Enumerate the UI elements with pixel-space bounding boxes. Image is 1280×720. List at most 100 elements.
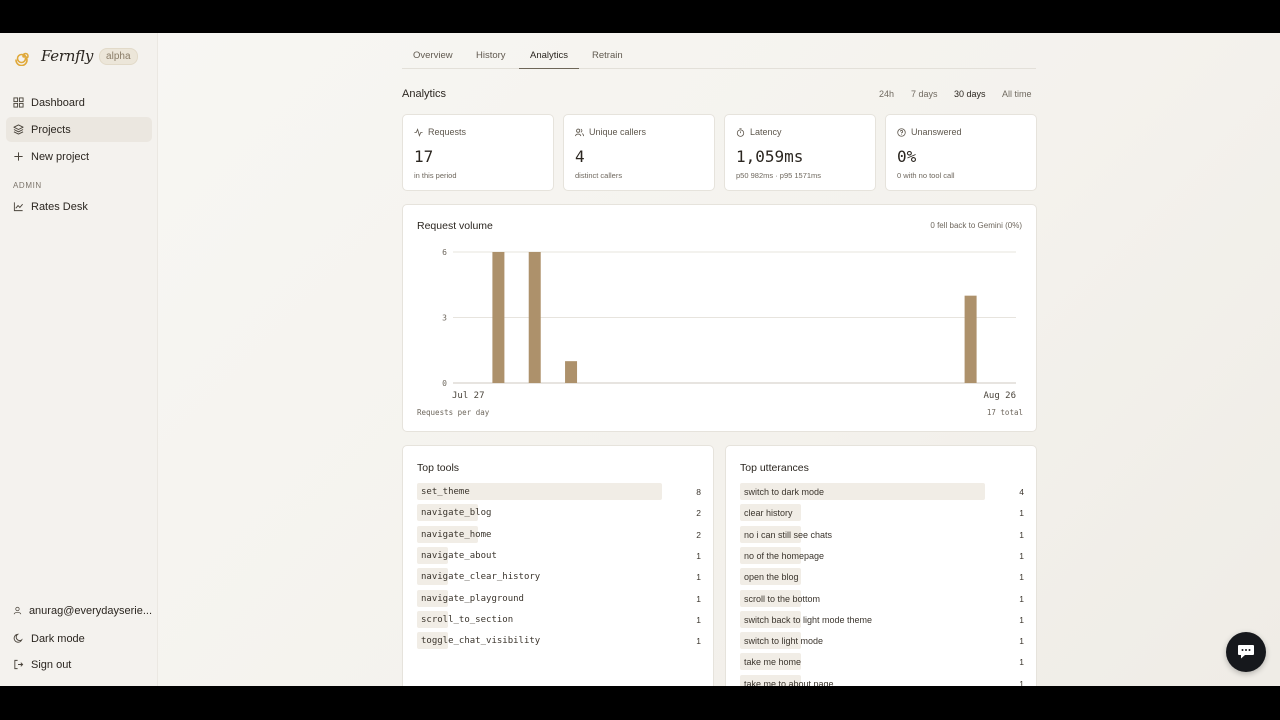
list-item[interactable]: toggle_chat_visibility 1 <box>417 632 701 650</box>
list-item[interactable]: take me home 1 <box>740 653 1024 671</box>
list-item-count: 1 <box>696 636 701 647</box>
y-tick-label: 6 <box>442 248 447 257</box>
count-bar <box>740 653 802 671</box>
chart-total: 17 total <box>987 408 1023 417</box>
activity-icon <box>414 127 423 137</box>
list-item[interactable]: switch back to light mode theme 1 <box>740 610 1024 628</box>
sidebar-item-rates-desk[interactable]: Rates Desk <box>6 194 152 219</box>
list-item[interactable]: switch to dark mode 4 <box>740 483 1024 500</box>
list-item[interactable]: clear history 1 <box>740 504 1024 522</box>
list-item-count: 1 <box>1019 593 1024 604</box>
list-item-label: no of the homepage <box>744 550 825 561</box>
sign-out-button[interactable]: Sign out <box>6 652 152 677</box>
help-circle-icon <box>897 127 906 137</box>
x-tick-label-start: Jul 27 <box>452 391 485 401</box>
spiral-logo-icon <box>15 52 29 66</box>
list-item-count: 1 <box>1019 550 1024 561</box>
sign-out-icon <box>14 659 24 670</box>
request-volume-title: Request volume <box>417 220 493 232</box>
list-item-count: 4 <box>1019 487 1024 497</box>
list-item-count: 8 <box>696 487 701 497</box>
brand[interactable]: Fernfly alpha <box>14 46 138 66</box>
list-item-label: switch to dark mode <box>744 487 825 497</box>
list-item[interactable]: navigate_about 1 <box>417 546 701 564</box>
count-bar <box>740 546 802 564</box>
list-item[interactable]: switch to light mode 1 <box>740 632 1024 650</box>
list-item-count: 2 <box>696 529 701 540</box>
stat-card-requests: Requests 17 in this period <box>402 114 554 191</box>
list-item-label: navigate_playground <box>421 593 524 604</box>
user-email: anurag@everydayserie... <box>28 604 152 617</box>
list-item-label: switch to light mode <box>744 636 824 647</box>
bar-jul-31 <box>528 252 541 383</box>
range-7-days[interactable]: 7 days <box>911 89 938 99</box>
stat-subtext: p50 982ms · p95 1571ms <box>736 171 822 180</box>
list-item-label: no i can still see chats <box>744 529 833 540</box>
list-item-count: 1 <box>1019 529 1024 540</box>
list-item[interactable]: take me to about page 1 <box>740 674 1024 686</box>
stat-value: 4 <box>575 147 585 166</box>
list-item[interactable]: set_theme 8 <box>417 483 701 500</box>
project-tabs: Overview History Analytics Retrain <box>402 43 1036 69</box>
tab-history[interactable]: History <box>476 50 506 61</box>
list-item[interactable]: open the blog 1 <box>740 568 1024 586</box>
range-all-time[interactable]: All time <box>1002 89 1032 99</box>
list-item[interactable]: navigate_clear_history 1 <box>417 568 701 586</box>
chat-launcher-button[interactable] <box>1226 632 1266 672</box>
sidebar-item-dashboard[interactable]: Dashboard <box>6 90 152 115</box>
stat-label: Requests <box>428 127 467 137</box>
user-icon <box>13 606 22 615</box>
sidebar-item-new-project[interactable]: New project <box>6 144 152 169</box>
stat-subtext: in this period <box>414 171 457 180</box>
stat-card-unique-callers: Unique callers 4 distinct callers <box>563 114 715 191</box>
list-item-label: navigate_clear_history <box>421 572 541 583</box>
list-item-count: 1 <box>696 593 701 604</box>
list-item[interactable]: navigate_blog 2 <box>417 504 701 522</box>
stat-subtext: distinct callers <box>575 171 623 180</box>
list-item[interactable]: navigate_home 2 <box>417 525 701 543</box>
list-item-label: take me to about page <box>744 678 834 686</box>
stat-card-unanswered: Unanswered 0% 0 with no tool call <box>885 114 1037 191</box>
plus-icon <box>14 152 23 161</box>
stat-label: Unanswered <box>911 127 962 137</box>
sidebar-item-label: Rates Desk <box>31 200 88 213</box>
sidebar: Fernfly alpha Dashboard Projects New pro… <box>0 33 158 686</box>
list-item-label: navigate_blog <box>421 508 492 519</box>
count-bar <box>417 632 448 650</box>
list-item-count: 1 <box>1019 572 1024 583</box>
sidebar-user-account[interactable]: anurag@everydayserie... <box>6 598 152 623</box>
count-bar <box>740 504 802 522</box>
timer-icon <box>736 127 745 137</box>
top-utterances-card: Top utterances switch to dark mode 4 clear… <box>725 445 1037 686</box>
list-item[interactable]: scroll_to_section 1 <box>417 610 701 628</box>
x-tick-label-end: Aug 26 <box>983 391 1016 401</box>
request-volume-chart: 0 3 6 Jul 27 Aug 26 Requests per day 17 total <box>417 248 1023 417</box>
count-bar <box>740 483 985 500</box>
list-item[interactable]: no of the homepage 1 <box>740 546 1024 564</box>
sidebar-item-label: Projects <box>31 123 71 136</box>
list-item-label: switch back to light mode theme <box>744 614 873 625</box>
count-bar <box>740 632 802 650</box>
range-30-days[interactable]: 30 days <box>954 89 986 99</box>
tab-overview[interactable]: Overview <box>413 50 453 61</box>
dark-mode-toggle[interactable]: Dark mode <box>6 626 152 651</box>
sidebar-item-projects[interactable]: Projects <box>6 117 152 142</box>
list-item-label: scroll_to_section <box>421 614 514 625</box>
range-24h[interactable]: 24h <box>879 89 895 99</box>
list-item-count: 1 <box>696 550 701 561</box>
sign-out-label: Sign out <box>31 658 72 671</box>
y-tick-label: 0 <box>442 379 447 388</box>
stat-label: Latency <box>750 127 782 137</box>
list-item[interactable]: no i can still see chats 1 <box>740 525 1024 543</box>
count-bar <box>417 610 448 628</box>
layers-icon <box>13 124 24 135</box>
list-item[interactable]: navigate_playground 1 <box>417 589 701 607</box>
list-item-label: clear history <box>744 508 793 519</box>
y-tick-label: 3 <box>442 314 447 323</box>
stat-value: 0% <box>897 147 917 166</box>
tab-retrain[interactable]: Retrain <box>592 50 623 61</box>
stat-value: 17 <box>414 147 434 166</box>
app-name: Fernfly <box>41 47 94 65</box>
tab-analytics[interactable]: Analytics <box>519 50 579 69</box>
list-item[interactable]: scroll to the bottom 1 <box>740 589 1024 607</box>
